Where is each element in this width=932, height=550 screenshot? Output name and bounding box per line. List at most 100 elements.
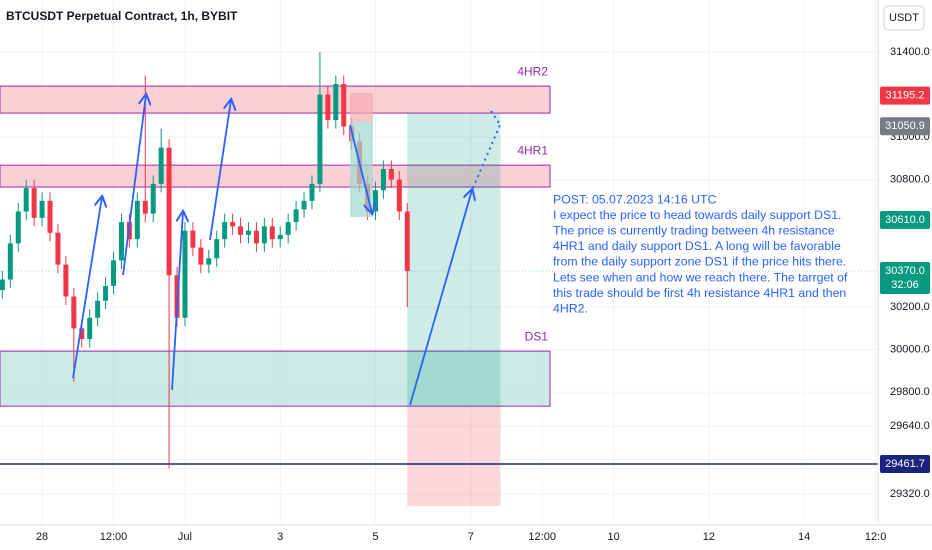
x-tick-label: 10 [608, 531, 620, 543]
drawing-box [350, 93, 373, 122]
position-loss [407, 406, 501, 507]
y-tick-label: 31400.0 [890, 46, 930, 58]
note-line: 4HR2. [553, 301, 588, 315]
y-tick-label: 30200.0 [890, 301, 930, 313]
price-tag [880, 86, 930, 105]
arrow [409, 190, 472, 406]
price-tag-label: 31195.2 [886, 90, 925, 102]
candle-body [190, 230, 196, 248]
arrow [349, 124, 372, 213]
currency-button[interactable] [883, 5, 925, 31]
candle-body [261, 226, 267, 244]
arrow [171, 212, 183, 391]
x-tick-label: 14 [798, 531, 810, 543]
candle-body [214, 239, 220, 259]
zone [0, 164, 551, 188]
candle-body [23, 188, 29, 212]
candle-body [55, 232, 61, 265]
candle-body [198, 247, 204, 265]
drawings [72, 93, 502, 406]
zone-label: DS1 [525, 329, 549, 343]
candle-body [79, 328, 85, 340]
x-tick-label: 12:00 [528, 531, 556, 543]
x-tick-label: 3 [277, 531, 283, 543]
candle-body [7, 243, 13, 280]
currency[interactable]: USDT [889, 12, 919, 24]
price-tag-label: 30610.0 [885, 214, 925, 226]
candle-body [47, 200, 53, 233]
candle-body [95, 300, 101, 318]
plot-area: 4HR2 4HR1 DS1 [0, 52, 878, 507]
candle-body [372, 190, 378, 212]
candle-body [134, 200, 140, 240]
candle-body [158, 147, 164, 184]
position-profit [407, 113, 501, 407]
note-line: The price is currently trading between 4… [553, 223, 835, 237]
countdown: 32:06 [891, 279, 919, 291]
y-tick-label: 29640.0 [890, 420, 930, 432]
candle-body [388, 168, 394, 180]
candle-body [404, 211, 410, 272]
note-line: POST: 05.07.2023 14:16 UTC [553, 192, 716, 206]
candle-body [103, 285, 109, 301]
candle-body [182, 230, 188, 318]
candle-body [166, 147, 172, 276]
candle-body [111, 260, 117, 286]
candle-body [309, 183, 315, 201]
candle-body [39, 200, 45, 218]
y-tick-label: 29320.0 [890, 488, 930, 500]
price-tag [880, 455, 930, 474]
candle-body [245, 230, 251, 235]
candle-body [230, 222, 236, 227]
candle-body [238, 226, 244, 235]
note-line: Lets see when and how we reach there. Th… [553, 270, 848, 284]
arrow [209, 100, 231, 241]
zone-label: 4HR2 [517, 64, 548, 78]
candle-body [87, 317, 93, 340]
y-tick-label: 30800.0 [890, 174, 930, 186]
candle-body [0, 279, 5, 291]
candle-body [63, 264, 69, 297]
zone [0, 85, 551, 114]
candle-body [253, 230, 259, 244]
price-tag [880, 210, 930, 229]
arrow [72, 197, 102, 379]
candle-body [285, 222, 291, 235]
candle-body [150, 183, 156, 214]
arrow [122, 95, 146, 276]
candle-body [293, 209, 299, 223]
candle-body [269, 226, 275, 240]
candle-body [396, 179, 402, 212]
note-line: 4HR1 and daily support DS1. A long will … [553, 239, 841, 253]
candle-body [31, 188, 37, 218]
candle-body [333, 83, 339, 121]
candle-body [380, 168, 386, 191]
candle-body [142, 200, 148, 214]
zone [0, 350, 551, 407]
candle-body [206, 258, 212, 265]
note-line: this trade should be first 4h resistance… [553, 286, 846, 300]
x-tick-label: 28 [36, 531, 48, 543]
candle-body [15, 211, 21, 244]
candle-body [325, 94, 331, 121]
candle-body [341, 83, 347, 127]
x-tick-label: 12:00 [100, 531, 128, 543]
price-tag [880, 117, 930, 136]
y-tick-label: 29800.0 [890, 386, 930, 398]
x-tick-label: 7 [468, 531, 474, 543]
chart-title: BTCUSDT Perpetual Contract, 1h, BYBIT [6, 9, 238, 23]
candle-body [301, 200, 307, 210]
candle-body [118, 222, 124, 261]
x-tick-label: 12 [703, 531, 715, 543]
note-line: from the daily support zone DS1 if the p… [553, 255, 846, 269]
candle-body [317, 94, 323, 184]
x-tick-label: Jul [178, 531, 192, 543]
price-tag-label: 31050.9 [885, 120, 925, 132]
price-tag-label: 30370.0 [885, 265, 925, 277]
x-tick-label: 12:0 [865, 531, 886, 543]
x-tick-label: 5 [372, 531, 378, 543]
candle-body [222, 222, 228, 240]
note-line: I expect the price to head towards daily… [553, 208, 841, 222]
